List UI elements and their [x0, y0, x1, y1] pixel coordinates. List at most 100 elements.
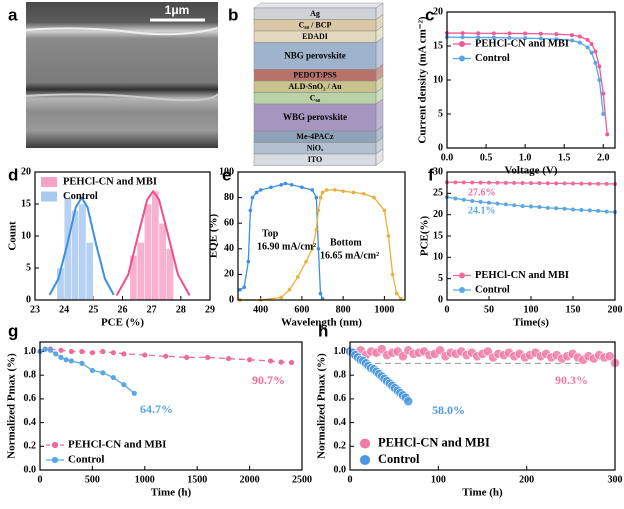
y-tick-label: 0.8: [334, 369, 347, 380]
point: [246, 259, 251, 264]
sem-texture: [25, 93, 219, 102]
legend-marker: [459, 41, 465, 47]
y-axis-label: Current density (mA cm⁻²): [417, 16, 429, 143]
point: [79, 360, 85, 366]
layer: [253, 42, 377, 70]
point: [589, 50, 594, 55]
point: [341, 189, 345, 193]
legend-swatch: [41, 177, 57, 187]
layer-side: [375, 37, 384, 70]
x-tick-label: 29: [205, 304, 215, 315]
bar: [151, 190, 160, 301]
y-tick-label: 5: [26, 262, 31, 273]
point: [68, 348, 75, 355]
point: [512, 203, 517, 208]
layer-label: EDADI: [302, 32, 328, 41]
legend-swatch: [41, 191, 57, 202]
annotation: 90.7%: [252, 373, 285, 387]
x-tick-label: 0: [445, 304, 450, 315]
chart: d 23 24 25 26 27 28 29 0 5 10 15 20 PCE (%) Count PEHCl…: [7, 165, 215, 328]
x-tick-label: 400: [253, 304, 268, 315]
bar: [158, 222, 167, 301]
point: [593, 49, 598, 54]
point: [58, 354, 64, 361]
point: [597, 64, 602, 69]
y-tick-label: 15: [21, 198, 31, 209]
legend-label: PEHCl-CN and MBI: [475, 270, 569, 281]
legend-label: Control: [475, 53, 510, 64]
point: [163, 353, 169, 359]
layer-top: [253, 2, 384, 9]
point: [295, 275, 300, 279]
x-axis-label: PCE (%): [101, 317, 144, 329]
point: [361, 191, 366, 196]
y-tick-label: 20: [433, 209, 443, 220]
y-axis-label: Count: [7, 221, 19, 251]
point: [554, 181, 559, 186]
annotation: 27.6%: [468, 187, 496, 198]
point: [604, 181, 609, 186]
x-tick-label: 25: [88, 304, 98, 315]
y-tick-label: 0.2: [24, 441, 37, 452]
y-tick-label: 0.8: [24, 369, 37, 380]
sem-image: [26, 2, 218, 148]
legend-marker: [459, 272, 465, 279]
y-tick-label: 1.0: [24, 346, 37, 357]
point: [121, 351, 127, 357]
y-tick-label: 30: [433, 166, 443, 177]
point: [100, 348, 106, 355]
x-tick-label: 100: [524, 304, 539, 315]
point: [320, 190, 325, 195]
y-tick-label: 5: [438, 108, 443, 119]
x-axis-label: Time (h): [462, 487, 503, 499]
point: [554, 37, 559, 42]
point: [545, 181, 550, 186]
legend-label: PEHCl-CN and MBI: [68, 439, 166, 451]
layer-label: C₆₀: [310, 94, 321, 103]
point: [604, 209, 609, 214]
layer-side: [375, 98, 384, 132]
y-tick-label: 1.0: [334, 346, 347, 357]
point: [318, 291, 323, 296]
point: [242, 285, 246, 290]
point: [68, 358, 75, 364]
x-tick-label: 500: [85, 474, 100, 485]
point: [495, 201, 500, 206]
x-tick-label: 0: [348, 474, 353, 485]
point: [53, 351, 59, 357]
point: [238, 287, 242, 292]
point: [89, 367, 95, 374]
point: [507, 31, 512, 36]
point: [382, 208, 387, 213]
point: [579, 207, 584, 212]
x-tick-label: 27: [147, 304, 157, 315]
point: [184, 354, 190, 361]
annotation: 16.65 mA/cm²: [320, 250, 379, 261]
y-tick-label: 10: [433, 252, 443, 263]
y-tick-label: 5: [438, 273, 443, 284]
y-tick-label: 20: [21, 166, 31, 177]
point: [604, 351, 615, 362]
legend-marker: [459, 55, 465, 62]
x-tick-label: 50: [484, 304, 494, 315]
series-label: Top: [262, 228, 279, 239]
panel-label: b: [228, 5, 238, 24]
point: [278, 359, 284, 365]
point: [324, 188, 329, 192]
x-tick-label: 2.0: [597, 152, 610, 163]
legend-label: PEHCl-CN and MBI: [475, 38, 569, 49]
panel-label: c: [425, 5, 434, 24]
layer: [253, 103, 377, 132]
point: [593, 61, 598, 65]
point: [269, 185, 273, 190]
point: [512, 180, 517, 185]
point: [247, 357, 253, 363]
point: [453, 180, 458, 185]
y-tick-label: 0.6: [24, 393, 37, 404]
plot-frame: [446, 11, 616, 149]
y-tick-label: 15: [433, 230, 443, 241]
point: [289, 183, 294, 187]
y-tick-label: 0: [438, 142, 443, 153]
bar: [78, 203, 87, 301]
y-tick-label: 60: [224, 217, 234, 228]
